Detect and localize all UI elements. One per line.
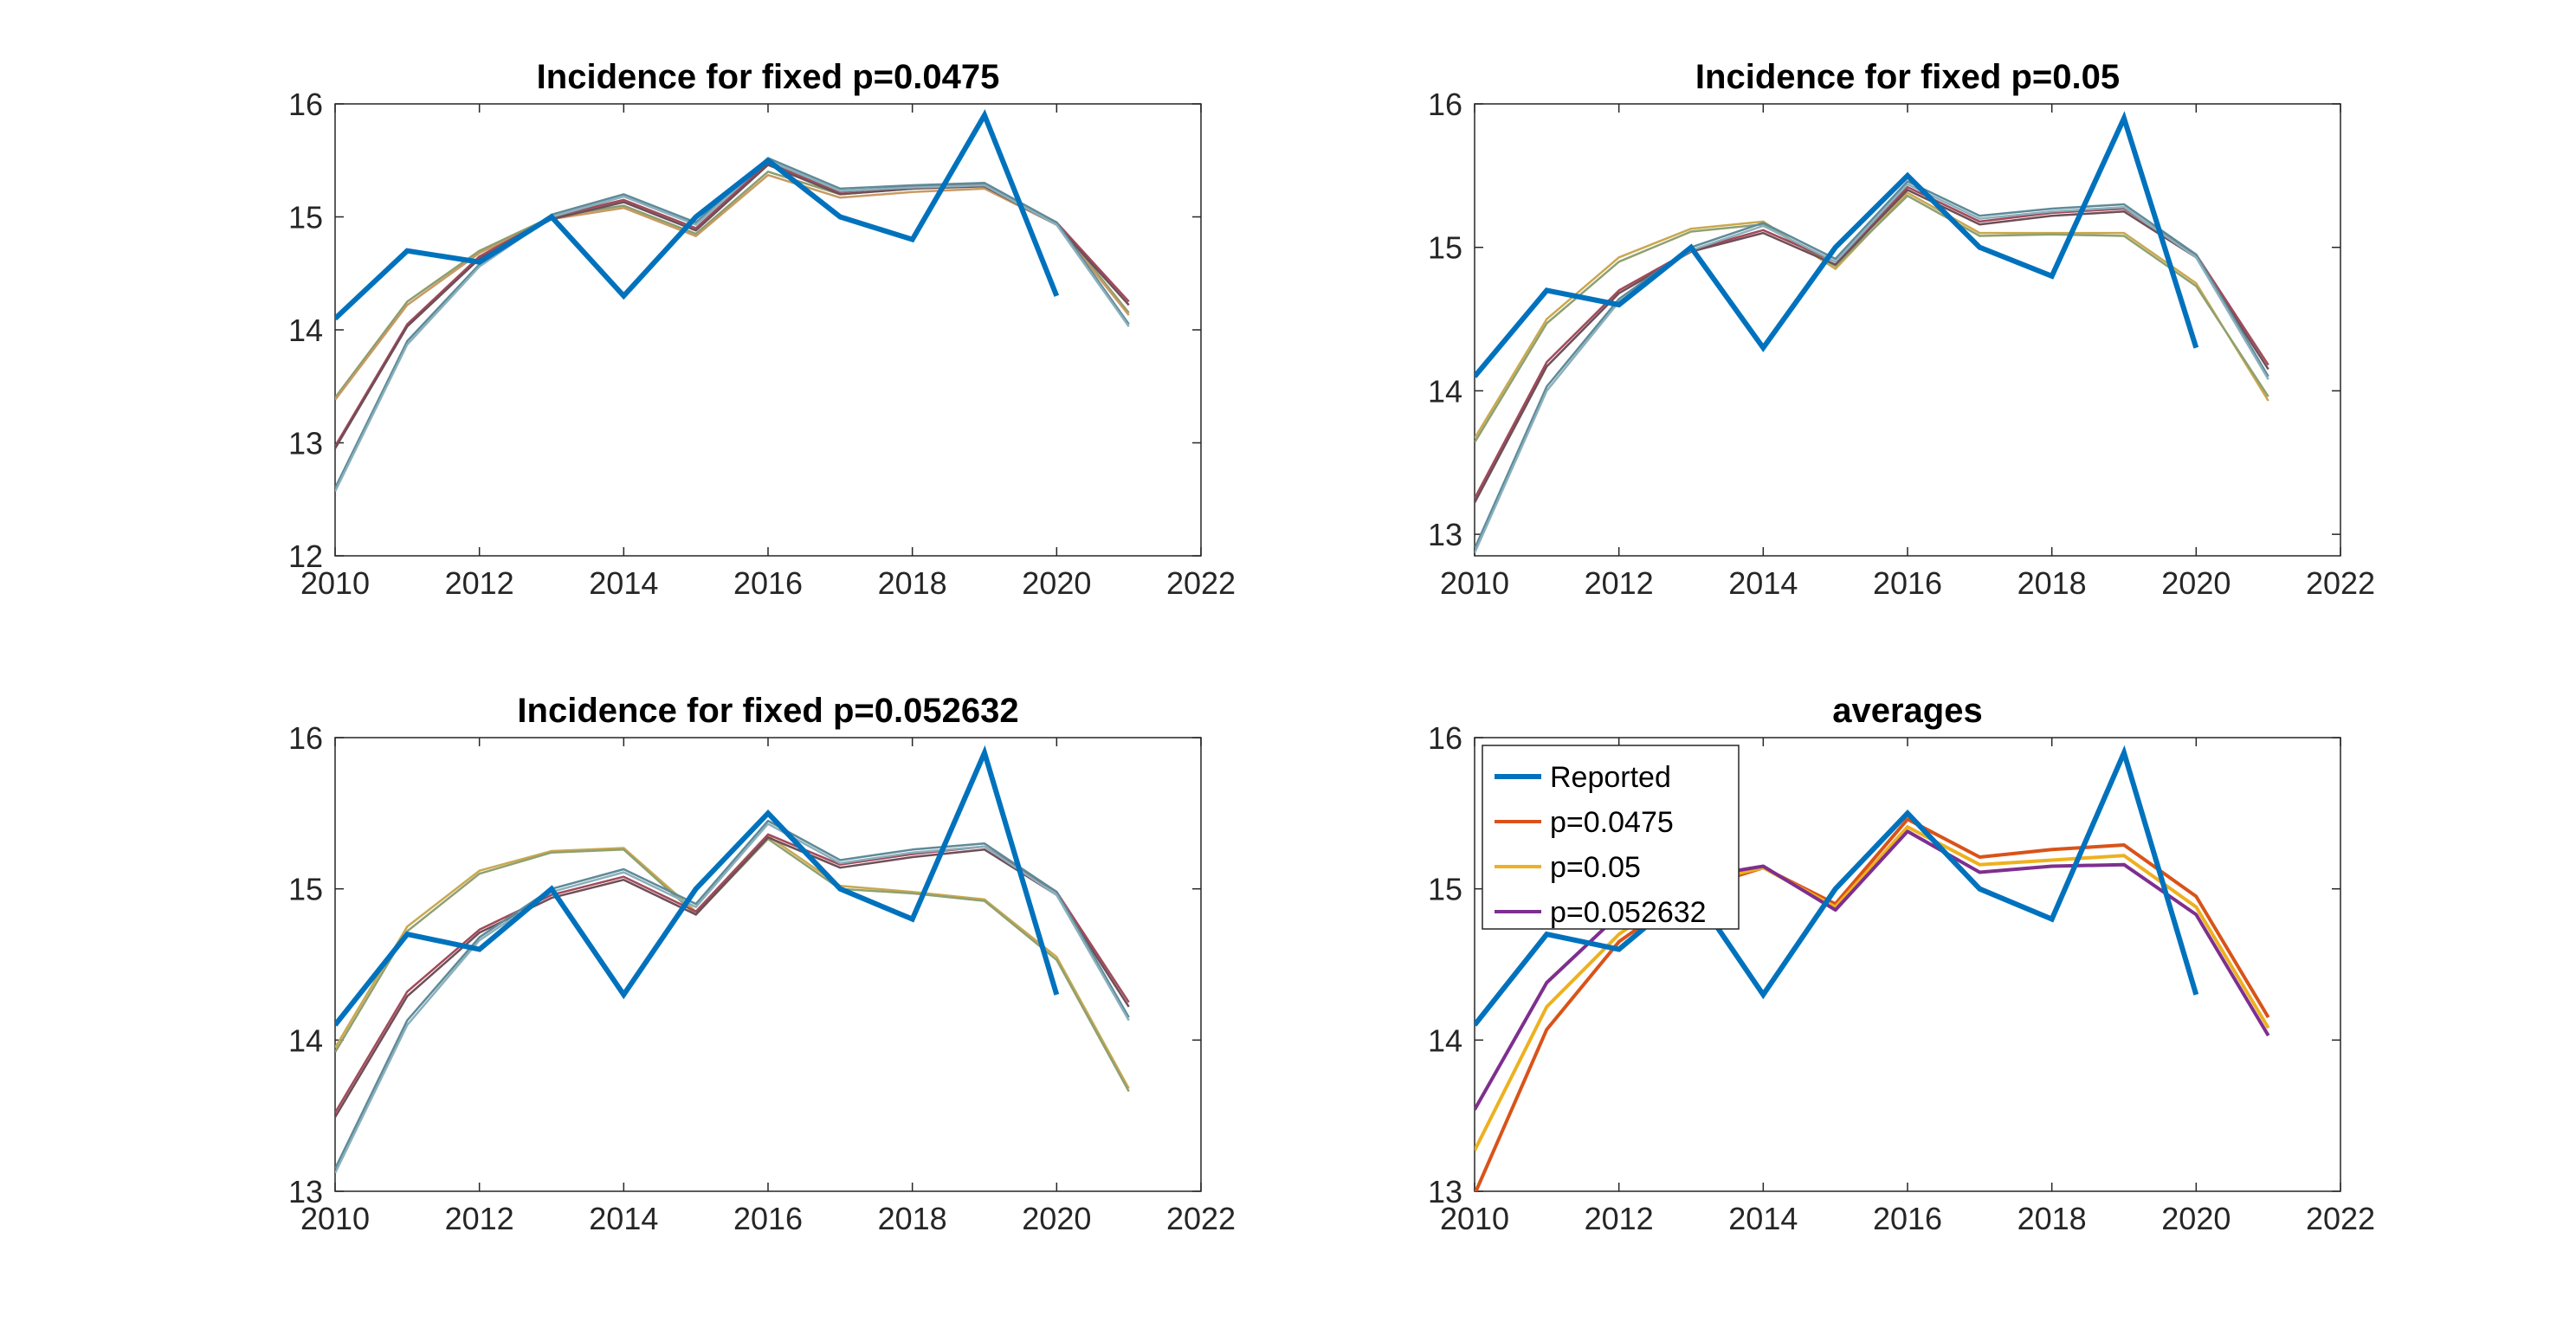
series-line-6 — [335, 822, 1130, 1174]
series-line-4 — [1475, 189, 2269, 504]
x-tick-label: 2010 — [300, 565, 370, 601]
chart-panel-4: averages 2010 2012 2014 2016 2018 2020 2022 13 14… — [1428, 692, 2375, 1236]
reported-line — [335, 109, 1060, 321]
x-tick-label: 2010 — [1440, 565, 1509, 601]
y-tick-label: 13 — [1428, 1174, 1462, 1209]
x-tick-label: 2018 — [878, 565, 947, 601]
x-tick-label: 2012 — [1585, 1201, 1654, 1236]
y-tick-label: 16 — [288, 87, 323, 122]
y-tick-label: 13 — [1428, 517, 1462, 552]
y-tick-label: 14 — [288, 1022, 323, 1058]
x-tick-label: 2016 — [1873, 1201, 1942, 1236]
y-tick-label: 13 — [288, 1174, 323, 1209]
x-tick-label: 2016 — [733, 565, 803, 601]
series-line-2 — [1475, 194, 2269, 443]
y-tick-label: 14 — [288, 313, 323, 348]
plot-area — [335, 109, 1130, 493]
y-tick-label: 15 — [1428, 872, 1462, 907]
legend-label: Reported — [1550, 761, 1671, 794]
x-tick-label: 2016 — [733, 1201, 803, 1236]
y-tick-label: 14 — [1428, 1022, 1462, 1058]
x-tick-label: 2022 — [2306, 565, 2375, 601]
legend-label: p=0.052632 — [1550, 896, 1707, 929]
x-tick-label: 2022 — [1166, 1201, 1236, 1236]
x-tick-label: 2018 — [2018, 1201, 2087, 1236]
x-tick-label: 2014 — [1728, 1201, 1798, 1236]
y-tick-label: 15 — [1428, 230, 1462, 266]
chart-panel-3: Incidence for fixed p=0.052632 2010 2012 20… — [288, 692, 1236, 1236]
x-tick-label: 2020 — [1022, 565, 1091, 601]
chart-title: Incidence for fixed p=0.052632 — [517, 692, 1018, 730]
x-tick-label: 2022 — [1166, 565, 1236, 601]
x-tick-label: 2018 — [878, 1201, 947, 1236]
series-line-5 — [1475, 180, 2269, 550]
plot-area — [335, 745, 1130, 1174]
series-line-5 — [335, 819, 1130, 1170]
x-tick-label: 2010 — [1440, 1201, 1509, 1236]
y-tick-label: 13 — [288, 426, 323, 461]
x-tick-label: 2012 — [445, 1201, 514, 1236]
chart-title: Incidence for fixed p=0.05 — [1695, 58, 2120, 96]
series-line-1 — [1475, 817, 2270, 1191]
x-tick-label: 2010 — [300, 1201, 370, 1236]
legend-label: p=0.0475 — [1550, 806, 1674, 839]
x-tick-label: 2018 — [2018, 565, 2087, 601]
x-tick-label: 2012 — [445, 565, 514, 601]
x-tick-label: 2014 — [589, 1201, 658, 1236]
x-tick-label: 2012 — [1585, 565, 1654, 601]
series-line-6 — [335, 159, 1130, 493]
y-tick-label: 14 — [1428, 373, 1462, 409]
y-tick-label: 16 — [1428, 720, 1462, 756]
x-tick-label: 2014 — [1728, 565, 1798, 601]
series-line-6 — [1475, 183, 2269, 554]
legend: Reported p=0.0475 p=0.05 p=0.052632 — [1482, 745, 1740, 930]
plot-area — [1475, 111, 2269, 554]
series-line-4 — [335, 836, 1130, 1119]
chart-title: Incidence for fixed p=0.0475 — [537, 58, 1000, 96]
chart-title: averages — [1832, 692, 1982, 730]
x-tick-label: 2020 — [1022, 1201, 1091, 1236]
y-tick-label: 16 — [1428, 87, 1462, 122]
y-tick-label: 12 — [288, 539, 323, 574]
x-tick-label: 2020 — [2161, 565, 2231, 601]
y-tick-label: 15 — [288, 872, 323, 907]
legend-label: p=0.05 — [1550, 851, 1641, 884]
x-tick-label: 2022 — [2306, 1201, 2375, 1236]
y-tick-label: 15 — [288, 200, 323, 235]
x-tick-label: 2014 — [589, 565, 658, 601]
reported-line — [1475, 745, 2199, 1027]
reported-line — [335, 745, 1060, 1027]
reported-line — [1475, 111, 2199, 378]
chart-panel-2: Incidence for fixed p=0.05 2010 2012 2014 20… — [1428, 58, 2375, 601]
x-tick-label: 2020 — [2161, 1201, 2231, 1236]
y-tick-label: 16 — [288, 720, 323, 756]
x-tick-label: 2016 — [1873, 565, 1942, 601]
chart-panel-1: Incidence for fixed p=0.0475 2010 2012 2014… — [288, 58, 1236, 601]
